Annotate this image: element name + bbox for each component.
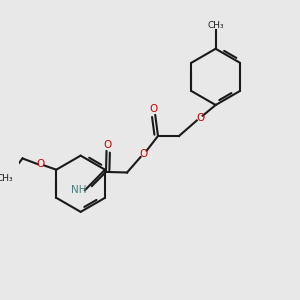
Text: CH₃: CH₃ xyxy=(0,174,14,183)
Text: O: O xyxy=(150,104,158,114)
Text: O: O xyxy=(103,140,112,150)
Text: O: O xyxy=(196,113,204,123)
Text: O: O xyxy=(37,159,45,169)
Text: NH: NH xyxy=(71,185,86,195)
Text: O: O xyxy=(140,149,148,159)
Text: CH₃: CH₃ xyxy=(207,21,224,30)
